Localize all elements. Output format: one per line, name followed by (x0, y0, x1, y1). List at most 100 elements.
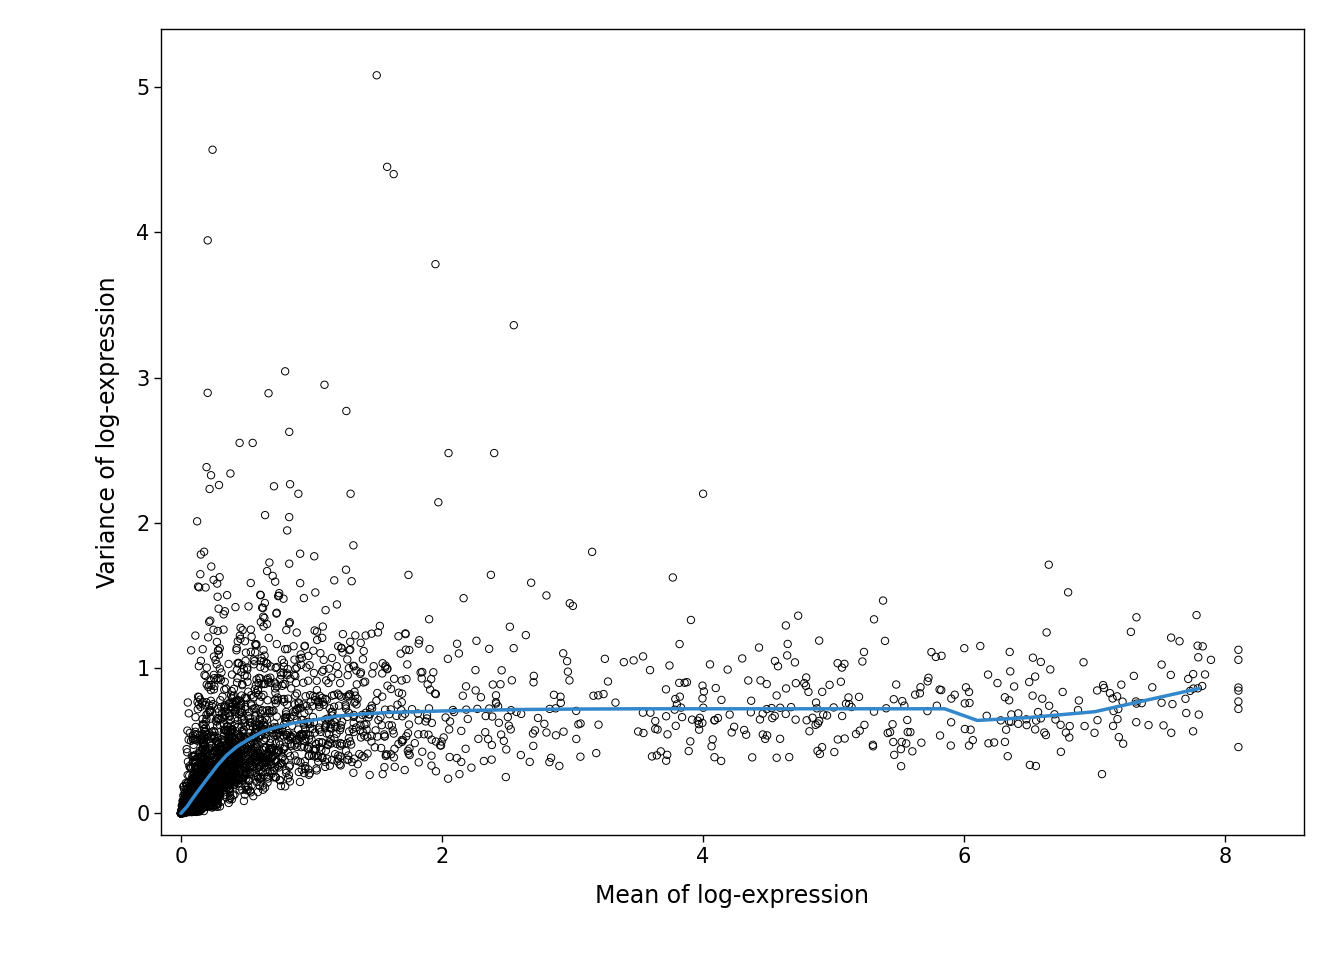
Point (195, 799, 216, 814)
Point (175, 789, 196, 804)
Point (179, 800, 200, 815)
Point (215, 747, 237, 762)
Point (241, 575, 262, 590)
Point (172, 804, 194, 820)
Point (175, 805, 196, 821)
Point (343, 715, 364, 731)
Point (181, 772, 203, 787)
Point (235, 765, 257, 780)
Point (228, 773, 250, 788)
Point (171, 802, 192, 817)
Point (254, 753, 276, 768)
Point (284, 667, 305, 683)
Point (231, 739, 253, 755)
Point (962, 732, 984, 748)
Point (409, 633, 430, 648)
Point (190, 778, 211, 793)
Point (179, 803, 200, 818)
Point (194, 667, 215, 683)
Point (203, 649, 224, 664)
Point (191, 772, 212, 787)
Point (176, 799, 198, 814)
Point (258, 386, 280, 401)
Point (396, 743, 418, 758)
Point (321, 705, 343, 720)
Point (219, 730, 241, 745)
Point (190, 791, 211, 806)
Point (425, 686, 446, 702)
Point (349, 711, 371, 727)
Point (227, 756, 249, 771)
Point (172, 793, 194, 808)
Point (769, 700, 790, 715)
Point (222, 728, 243, 743)
Point (391, 686, 413, 702)
Point (194, 775, 215, 790)
Point (190, 793, 211, 808)
Point (277, 697, 298, 712)
Point (223, 746, 245, 761)
Point (199, 705, 220, 720)
Point (511, 747, 532, 762)
Point (179, 804, 200, 820)
Point (214, 604, 235, 619)
Point (203, 758, 224, 774)
Point (454, 741, 476, 756)
Point (262, 726, 284, 741)
Point (241, 735, 262, 751)
Point (230, 754, 251, 769)
Point (223, 747, 245, 762)
Point (273, 741, 294, 756)
Point (231, 738, 253, 754)
Point (337, 709, 359, 725)
Point (194, 777, 215, 792)
Point (245, 714, 266, 730)
Point (175, 796, 196, 811)
Point (180, 760, 202, 776)
Point (176, 801, 198, 816)
Point (352, 652, 374, 667)
Point (184, 799, 206, 814)
Point (190, 780, 211, 795)
Point (304, 548, 325, 564)
Point (190, 775, 211, 790)
Point (177, 802, 199, 817)
Point (188, 697, 210, 712)
Point (226, 744, 247, 759)
Point (235, 732, 257, 748)
Point (833, 657, 855, 672)
Point (228, 435, 250, 450)
Point (216, 760, 238, 776)
Point (187, 764, 208, 780)
Point (211, 764, 233, 780)
Point (176, 790, 198, 805)
Point (911, 735, 933, 751)
Point (310, 735, 332, 751)
Point (308, 722, 329, 737)
Point (224, 766, 246, 781)
Point (473, 754, 495, 769)
Point (171, 805, 192, 821)
Point (247, 747, 269, 762)
Point (294, 721, 316, 736)
Point (176, 804, 198, 819)
Point (364, 723, 386, 738)
Point (200, 678, 222, 693)
Point (187, 765, 208, 780)
Point (181, 802, 203, 817)
Point (265, 676, 286, 691)
Point (212, 748, 234, 763)
Point (274, 779, 296, 794)
Point (224, 753, 246, 768)
Point (172, 803, 194, 818)
Point (253, 687, 274, 703)
Point (207, 589, 228, 605)
Point (194, 792, 215, 807)
Point (1179, 684, 1200, 699)
Point (184, 727, 206, 742)
Point (241, 696, 262, 711)
Point (995, 734, 1016, 750)
Point (439, 714, 461, 730)
Point (203, 798, 224, 813)
Point (362, 666, 383, 682)
